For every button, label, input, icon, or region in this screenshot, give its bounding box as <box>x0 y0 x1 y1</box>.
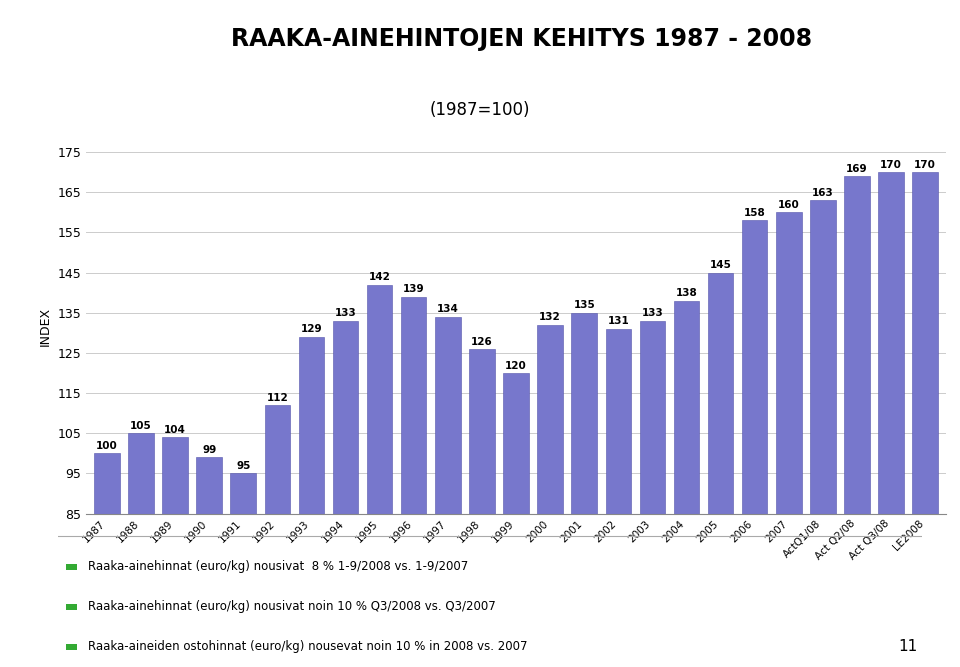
Text: 170: 170 <box>880 160 902 170</box>
Text: 132: 132 <box>540 312 561 322</box>
Text: 100: 100 <box>96 441 118 451</box>
Bar <box>265 405 290 514</box>
Bar <box>538 325 563 514</box>
Text: 133: 133 <box>335 308 356 318</box>
Bar <box>401 297 426 514</box>
Bar <box>197 458 222 514</box>
Bar <box>230 474 256 514</box>
Bar <box>810 200 835 514</box>
Text: 163: 163 <box>812 188 833 198</box>
Bar <box>571 313 597 514</box>
Bar <box>435 317 461 514</box>
Y-axis label: INDEX: INDEX <box>39 307 52 346</box>
Text: 129: 129 <box>300 324 323 334</box>
Text: 145: 145 <box>709 260 732 270</box>
Text: 120: 120 <box>505 361 527 371</box>
Text: 158: 158 <box>744 208 765 218</box>
Text: nokian: nokian <box>54 21 133 40</box>
Bar <box>606 329 631 514</box>
Text: 133: 133 <box>641 308 663 318</box>
Bar <box>66 604 77 610</box>
Bar <box>66 644 77 650</box>
Bar <box>367 285 393 514</box>
Text: RAAKA-AINEHINTOJEN KEHITYS 1987 - 2008: RAAKA-AINEHINTOJEN KEHITYS 1987 - 2008 <box>231 27 812 51</box>
Bar <box>66 564 77 570</box>
Text: (1987=100): (1987=100) <box>430 101 530 119</box>
Text: 170: 170 <box>914 160 936 170</box>
Text: Raaka-ainehinnat (euro/kg) nousivat noin 10 % Q3/2008 vs. Q3/2007: Raaka-ainehinnat (euro/kg) nousivat noin… <box>87 600 495 614</box>
Bar <box>639 321 665 514</box>
Text: 95: 95 <box>236 461 251 471</box>
Bar <box>844 176 870 514</box>
Text: Raaka-aineiden ostohinnat (euro/kg) nousevat noin 10 % in 2008 vs. 2007: Raaka-aineiden ostohinnat (euro/kg) nous… <box>87 640 527 654</box>
Text: 138: 138 <box>676 288 697 298</box>
Text: 112: 112 <box>267 393 288 403</box>
Text: 142: 142 <box>369 272 391 282</box>
Text: 131: 131 <box>608 316 629 326</box>
Text: Raaka-ainehinnat (euro/kg) nousivat  8 % 1-9/2008 vs. 1-9/2007: Raaka-ainehinnat (euro/kg) nousivat 8 % … <box>87 560 468 574</box>
Bar <box>878 172 903 514</box>
Bar <box>674 301 699 514</box>
Text: 105: 105 <box>130 421 152 431</box>
Text: 160: 160 <box>778 200 800 210</box>
Bar <box>299 337 324 514</box>
Text: 134: 134 <box>437 304 459 314</box>
Text: 99: 99 <box>202 445 216 455</box>
Text: 126: 126 <box>471 337 492 347</box>
Bar <box>333 321 358 514</box>
Text: 11: 11 <box>898 639 917 654</box>
Bar <box>776 212 802 514</box>
Text: RENKAAT: RENKAAT <box>39 53 148 73</box>
Text: 104: 104 <box>164 425 186 435</box>
Bar <box>503 373 529 514</box>
Bar <box>742 220 767 514</box>
Text: 139: 139 <box>403 284 424 294</box>
Text: 135: 135 <box>573 300 595 310</box>
Text: 169: 169 <box>846 164 868 174</box>
Bar <box>708 273 733 514</box>
Bar <box>129 434 154 514</box>
Bar <box>162 438 188 514</box>
Bar <box>469 349 494 514</box>
Bar <box>912 172 938 514</box>
Bar <box>94 454 120 514</box>
